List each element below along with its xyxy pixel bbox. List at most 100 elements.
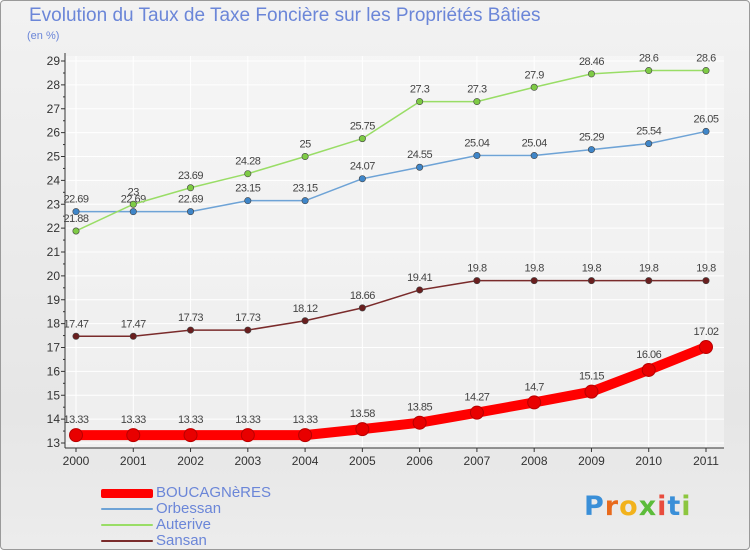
legend-item-auterive[interactable]: Auterive [101, 517, 271, 533]
data-point [301, 197, 309, 205]
y-tick-label: 18 [47, 317, 61, 331]
data-label: 13.33 [293, 414, 318, 426]
data-point [129, 200, 137, 208]
data-label: 17.47 [63, 318, 88, 330]
y-tick-label: 16 [47, 364, 61, 378]
x-tick-label: 2010 [635, 454, 662, 468]
data-label: 25.54 [636, 126, 661, 138]
logo-letter: i [681, 491, 692, 522]
data-label: 28.6 [696, 53, 716, 65]
data-point [244, 197, 252, 205]
y-tick-label: 29 [47, 54, 61, 68]
data-point [584, 384, 599, 399]
y-tick-label: 14 [47, 412, 61, 426]
series-line-0 [71, 342, 711, 441]
data-point [416, 286, 424, 294]
legend-item-sansan[interactable]: Sansan [101, 533, 271, 549]
x-tick-label: 2003 [234, 454, 261, 468]
legend-item-boucagneres[interactable]: BOUCAGNèRES [101, 485, 271, 501]
y-tick-label: 17 [47, 341, 61, 355]
data-label: 24.07 [350, 161, 375, 173]
y-tick-label: 21 [47, 245, 61, 259]
data-label: 23.15 [235, 183, 260, 195]
data-label: 25.04 [522, 138, 547, 150]
data-label: 24.55 [407, 149, 432, 161]
y-tick-label: 24 [47, 173, 61, 187]
data-point [187, 326, 195, 334]
data-point [183, 428, 198, 443]
data-label: 13.33 [178, 414, 203, 426]
series-line-3 [75, 279, 707, 338]
data-label: 19.41 [407, 272, 432, 284]
proxiti-logo: Proxiti [584, 491, 692, 522]
data-label: 27.3 [467, 84, 487, 96]
data-label: 15.15 [579, 371, 604, 383]
logo-letter: o [619, 491, 639, 522]
legend-swatch-sansan [101, 540, 153, 542]
data-label: 23 [128, 186, 140, 198]
y-tick-label: 23 [47, 197, 61, 211]
data-point [702, 67, 710, 75]
legend-item-orbessan[interactable]: Orbessan [101, 501, 271, 517]
legend-label-orbessan: Orbessan [156, 500, 222, 517]
legend-label-auterive: Auterive [156, 516, 212, 533]
data-label: 28.6 [639, 53, 659, 65]
data-label: 19.8 [524, 263, 544, 275]
data-point [358, 175, 366, 183]
data-label: 28.46 [579, 56, 604, 68]
legend-swatch-boucagneres [101, 488, 153, 498]
y-tick-label: 19 [47, 293, 61, 307]
data-point [530, 83, 538, 91]
legend-label-sansan: Sansan [156, 532, 207, 549]
series-line-2 [75, 69, 707, 232]
data-label: 25.04 [464, 138, 489, 150]
x-tick-label: 2008 [521, 454, 548, 468]
data-label: 18.12 [293, 303, 318, 315]
y-tick-label: 28 [47, 78, 61, 92]
data-point [355, 422, 370, 437]
legend-swatch-auterive [101, 524, 153, 526]
x-tick-label: 2007 [464, 454, 491, 468]
data-label: 25.75 [350, 121, 375, 133]
data-point [473, 98, 481, 106]
data-point [641, 362, 656, 377]
data-label: 26.05 [693, 113, 718, 125]
data-point [301, 153, 309, 161]
data-point [645, 277, 653, 285]
y-tick-label: 26 [47, 126, 61, 140]
data-label: 14.27 [464, 392, 489, 404]
data-label: 13.33 [63, 414, 88, 426]
data-point [469, 405, 484, 420]
data-point [69, 428, 83, 443]
data-label: 19.8 [639, 263, 659, 275]
data-label: 25 [299, 139, 311, 151]
data-point [699, 340, 713, 355]
data-label: 23.69 [178, 170, 203, 182]
data-point [473, 152, 481, 160]
data-point [358, 304, 366, 312]
y-tick-label: 15 [47, 388, 61, 402]
data-point [244, 326, 252, 334]
data-label: 19.8 [582, 263, 602, 275]
data-label: 19.8 [696, 263, 716, 275]
data-point [587, 277, 595, 285]
y-tick-label: 20 [47, 269, 61, 283]
data-label: 25.29 [579, 132, 604, 144]
y-tick-label: 13 [47, 436, 61, 450]
logo-letter: i [657, 491, 668, 522]
data-point [416, 163, 424, 171]
data-point [301, 317, 309, 325]
data-point [473, 277, 481, 285]
data-point [187, 184, 195, 192]
data-point [129, 332, 137, 340]
data-label: 27.3 [410, 84, 430, 96]
data-label: 22.69 [63, 194, 88, 206]
data-label: 17.47 [121, 318, 146, 330]
logo-letter: t [667, 491, 682, 522]
data-point [587, 146, 595, 154]
series-line-1 [75, 130, 707, 213]
data-point [587, 70, 595, 78]
data-point [530, 277, 538, 285]
